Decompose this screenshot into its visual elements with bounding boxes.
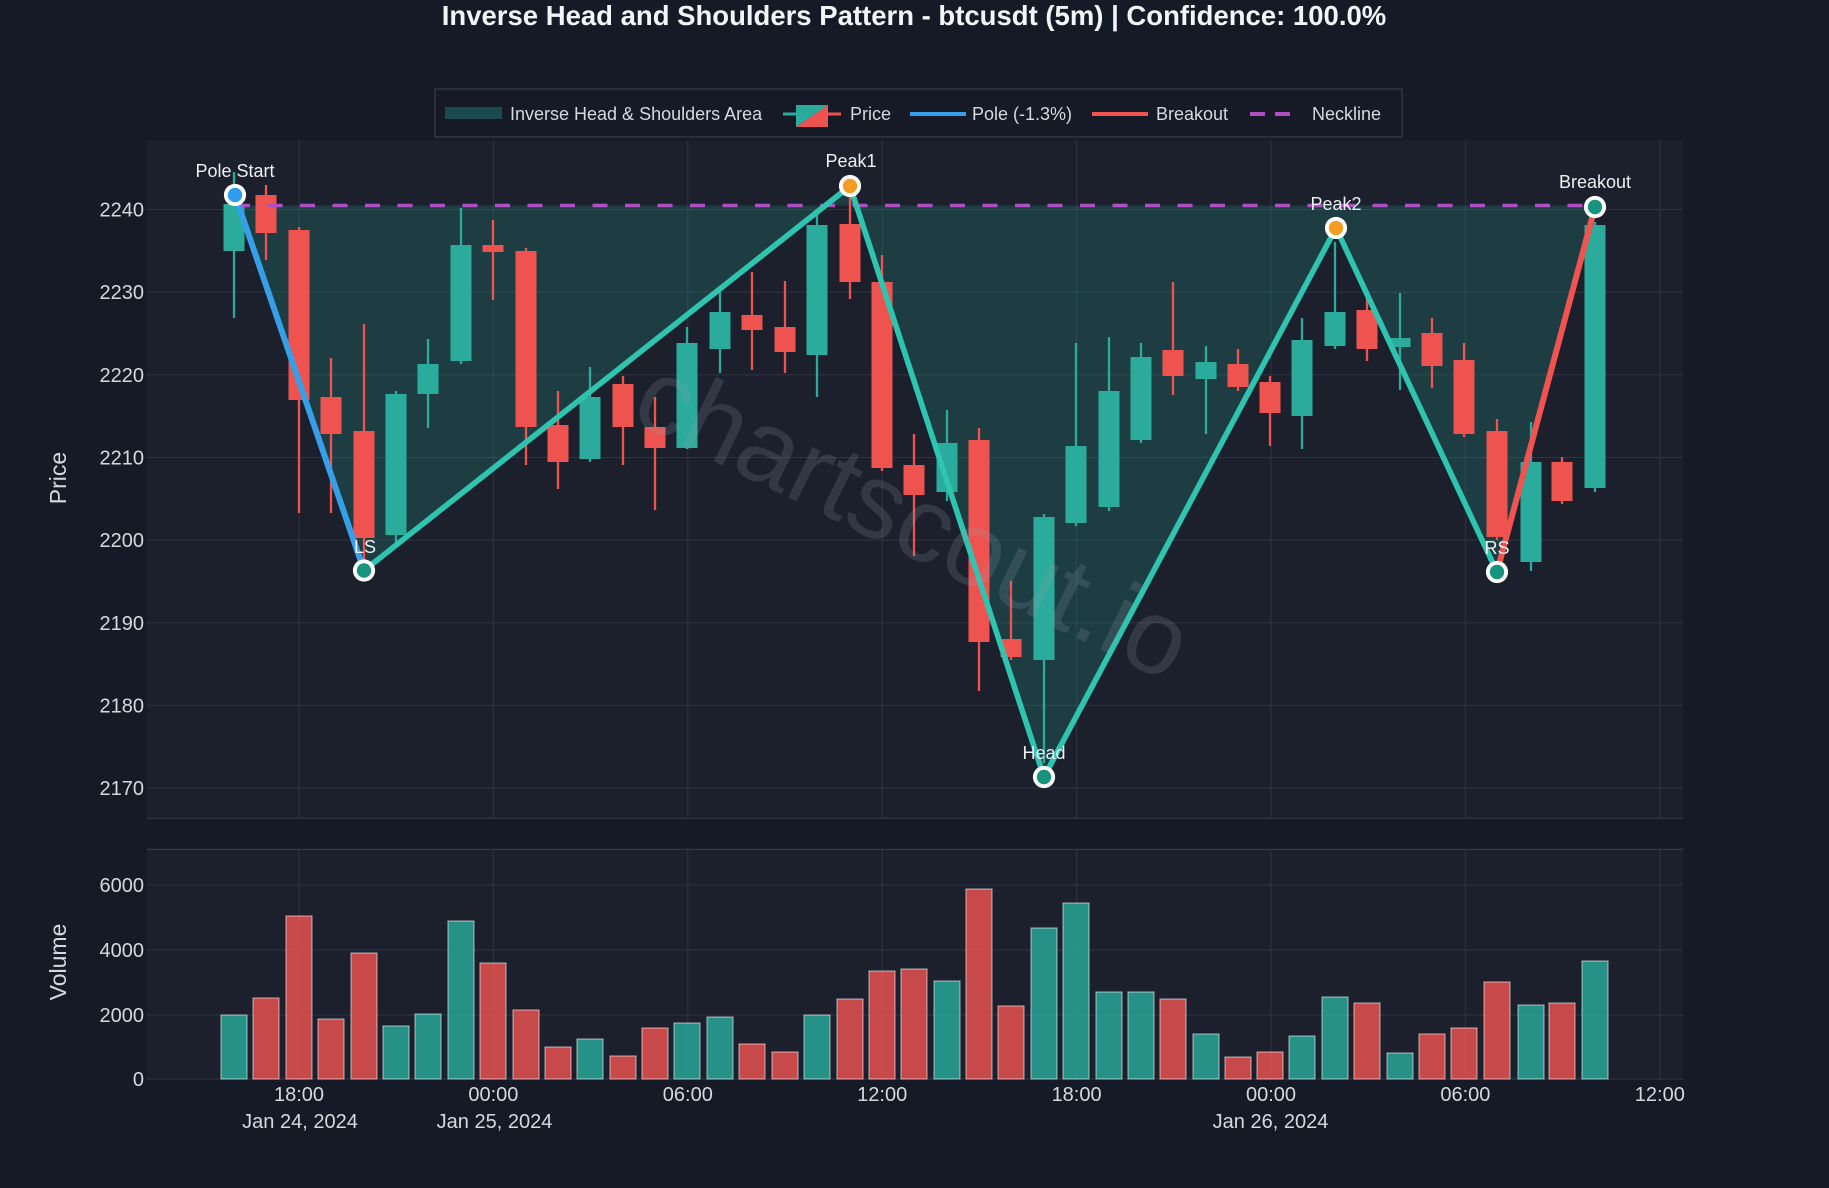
- svg-text:Pole (-1.3%): Pole (-1.3%): [972, 104, 1072, 124]
- svg-text:2190: 2190: [100, 613, 145, 635]
- svg-text:06:00: 06:00: [663, 1084, 713, 1106]
- svg-text:Volume: Volume: [45, 924, 71, 1001]
- svg-text:Breakout: Breakout: [1559, 172, 1631, 192]
- svg-text:2230: 2230: [100, 282, 145, 304]
- svg-text:12:00: 12:00: [857, 1084, 907, 1106]
- svg-text:2000: 2000: [100, 1005, 145, 1027]
- svg-text:12:00: 12:00: [1635, 1084, 1685, 1106]
- svg-text:2220: 2220: [100, 365, 145, 387]
- svg-text:Peak1: Peak1: [825, 151, 876, 171]
- svg-text:LS: LS: [354, 537, 376, 557]
- svg-text:4000: 4000: [100, 940, 145, 962]
- svg-text:Jan 25, 2024: Jan 25, 2024: [437, 1111, 553, 1133]
- svg-text:2200: 2200: [100, 530, 145, 552]
- svg-text:18:00: 18:00: [274, 1084, 324, 1106]
- svg-text:Neckline: Neckline: [1312, 104, 1381, 124]
- svg-text:2240: 2240: [100, 200, 145, 222]
- svg-text:Head: Head: [1022, 743, 1065, 763]
- svg-text:Jan 24, 2024: Jan 24, 2024: [242, 1111, 358, 1133]
- svg-text:2180: 2180: [100, 695, 145, 717]
- svg-text:Jan 26, 2024: Jan 26, 2024: [1213, 1111, 1329, 1133]
- svg-text:Inverse Head & Shoulders Area: Inverse Head & Shoulders Area: [510, 104, 763, 124]
- svg-text:6000: 6000: [100, 875, 145, 897]
- svg-text:Breakout: Breakout: [1156, 104, 1228, 124]
- svg-text:00:00: 00:00: [1246, 1084, 1296, 1106]
- svg-text:00:00: 00:00: [468, 1084, 518, 1106]
- svg-text:2170: 2170: [100, 778, 145, 800]
- svg-text:06:00: 06:00: [1440, 1084, 1490, 1106]
- svg-text:0: 0: [133, 1069, 144, 1091]
- svg-text:RS: RS: [1484, 538, 1509, 558]
- svg-text:Price: Price: [850, 104, 891, 124]
- svg-text:18:00: 18:00: [1052, 1084, 1102, 1106]
- svg-text:Peak2: Peak2: [1310, 194, 1361, 214]
- svg-text:Pole Start: Pole Start: [195, 161, 274, 181]
- svg-text:Price: Price: [45, 452, 71, 504]
- svg-text:2210: 2210: [100, 447, 145, 469]
- svg-text:Inverse Head and Shoulders Pat: Inverse Head and Shoulders Pattern - btc…: [442, 0, 1386, 31]
